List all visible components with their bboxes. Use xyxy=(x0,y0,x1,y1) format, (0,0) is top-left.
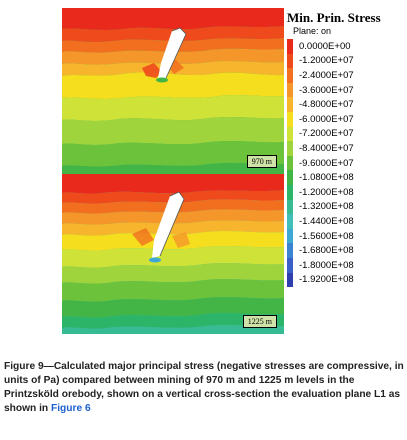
legend-entry: -1.6800E+08 xyxy=(287,243,405,258)
legend-entries: 0.0000E+00 -1.2000E+07 -2.4000E+07 -3.6000E… xyxy=(287,39,405,288)
legend-entry: -1.0800E+08 xyxy=(287,170,405,185)
legend-label: -6.0000E+07 xyxy=(299,113,354,125)
legend-label: -1.5600E+08 xyxy=(299,230,354,242)
legend-entry: -1.3200E+08 xyxy=(287,199,405,215)
legend-swatch xyxy=(287,39,293,54)
legend-label: -2.4000E+07 xyxy=(299,69,354,81)
mined-stope xyxy=(152,191,185,258)
level-label-970m: 970 m xyxy=(246,155,277,168)
legend-entry: -1.2000E+07 xyxy=(287,53,405,69)
legend-label: -9.6000E+07 xyxy=(299,157,354,169)
level-label-1225m: 1225 m xyxy=(242,315,277,328)
legend-swatch xyxy=(287,68,293,83)
legend-entry: -6.0000E+07 xyxy=(287,111,405,127)
stress-contour-plot-1225m xyxy=(62,174,284,334)
legend-swatch xyxy=(287,228,293,244)
legend-entry: -8.4000E+07 xyxy=(287,141,405,156)
legend-entry: -3.6000E+07 xyxy=(287,82,405,98)
legend-swatch xyxy=(287,126,293,142)
legend-swatch xyxy=(287,170,293,185)
legend-label: -1.2000E+07 xyxy=(299,55,354,67)
legend-swatch xyxy=(287,272,293,288)
stress-contour-panel-1225m: 1225 m xyxy=(62,174,284,334)
legend-label: 0.0000E+00 xyxy=(299,40,351,52)
color-legend: Min. Prin. Stress Plane: on 0.0000E+00 -1… xyxy=(287,10,405,288)
legend-swatch xyxy=(287,243,293,258)
figure-6-link[interactable]: Figure 6 xyxy=(50,403,91,414)
legend-swatch xyxy=(287,111,293,127)
legend-label: -1.3200E+08 xyxy=(299,201,354,213)
caption-text: Figure 9—Calculated major principal stre… xyxy=(4,361,404,414)
legend-swatch xyxy=(287,214,293,229)
legend-swatch xyxy=(287,82,293,98)
legend-swatch xyxy=(287,199,293,215)
legend-entry: -1.8000E+08 xyxy=(287,257,405,273)
legend-label: -1.0800E+08 xyxy=(299,172,354,184)
legend-swatch xyxy=(287,53,293,69)
legend-swatch xyxy=(287,97,293,112)
legend-swatch xyxy=(287,141,293,156)
legend-swatch xyxy=(287,257,293,273)
stress-contour-plot-970m xyxy=(62,8,284,174)
figure-caption: Figure 9—Calculated major principal stre… xyxy=(4,360,404,416)
legend-label: -1.8000E+08 xyxy=(299,259,354,271)
legend-entry: -7.2000E+07 xyxy=(287,126,405,142)
legend-entry: -4.8000E+07 xyxy=(287,97,405,112)
legend-label: -4.8000E+07 xyxy=(299,99,354,111)
legend-entry: -1.5600E+08 xyxy=(287,228,405,244)
legend-label: -7.2000E+07 xyxy=(299,128,354,140)
legend-entry: -1.4400E+08 xyxy=(287,214,405,229)
legend-label: -1.6800E+08 xyxy=(299,245,354,257)
mined-stope xyxy=(158,27,187,79)
legend-label: -1.9200E+08 xyxy=(299,274,354,286)
legend-plane-label: Plane: on xyxy=(293,26,332,36)
legend-swatch xyxy=(287,184,293,200)
legend-swatch xyxy=(287,155,293,171)
legend-entry: -2.4000E+07 xyxy=(287,68,405,83)
legend-title: Min. Prin. Stress xyxy=(287,10,381,25)
legend-label: -3.6000E+07 xyxy=(299,84,354,96)
legend-label: -8.4000E+07 xyxy=(299,142,354,154)
legend-entry: -9.6000E+07 xyxy=(287,155,405,171)
legend-entry: -1.9200E+08 xyxy=(287,272,405,288)
legend-label: -1.4400E+08 xyxy=(299,215,354,227)
stress-contour-panel-970m: 970 m xyxy=(62,8,284,174)
legend-label: -1.2000E+08 xyxy=(299,186,354,198)
legend-entry: 0.0000E+00 xyxy=(287,39,405,54)
legend-entry: -1.2000E+08 xyxy=(287,184,405,200)
